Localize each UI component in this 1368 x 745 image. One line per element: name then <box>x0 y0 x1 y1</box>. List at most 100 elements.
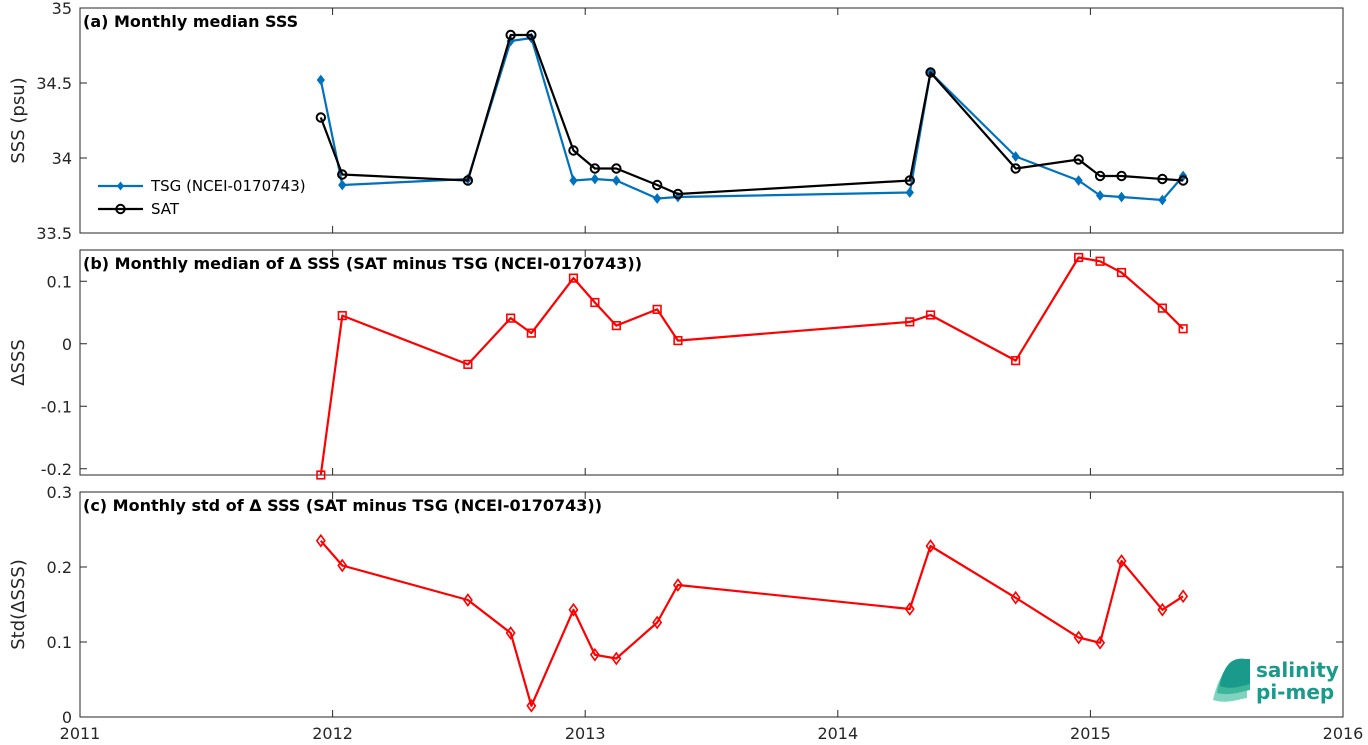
data-point <box>526 698 537 713</box>
data-point <box>611 321 621 331</box>
data-point <box>1073 630 1084 645</box>
data-point <box>1157 173 1168 185</box>
y-tick-label: 35 <box>52 0 72 18</box>
data-point <box>1116 170 1127 182</box>
data-point <box>337 558 348 573</box>
panel-title: (a) Monthly median SSS <box>83 12 298 31</box>
data-point <box>905 187 914 198</box>
data-point <box>612 175 621 186</box>
data-point <box>1010 590 1021 605</box>
data-point <box>1095 256 1105 266</box>
data-point <box>925 539 936 553</box>
data-point <box>1094 170 1106 182</box>
data-point <box>569 175 578 186</box>
data-point <box>568 273 579 283</box>
x-tick-label: 2014 <box>817 724 858 743</box>
data-point <box>589 647 600 662</box>
y-axis-label: Std(ΔSSS) <box>8 559 29 650</box>
legend-label-2: SAT <box>151 200 180 218</box>
data-point <box>315 112 327 123</box>
x-tick-label: 2011 <box>60 724 101 743</box>
data-point <box>526 29 537 41</box>
data-point <box>463 359 473 369</box>
x-tick-label: 2013 <box>565 724 606 743</box>
data-point <box>1095 635 1106 650</box>
data-point <box>1178 589 1189 604</box>
y-tick-label: 0 <box>62 335 72 354</box>
data-point <box>568 145 579 156</box>
data-point <box>611 651 622 666</box>
axes-frame <box>79 249 1344 476</box>
axes-frame <box>79 491 1344 718</box>
data-point <box>505 626 516 640</box>
y-tick-label: 34.5 <box>36 74 72 93</box>
legend-marker-1 <box>117 181 124 191</box>
data-point <box>316 74 325 86</box>
data-point <box>315 533 326 548</box>
panel-a: 33.5 34 34.5 35 SSS (psu) (a) Monthly median … <box>8 0 1344 243</box>
data-point <box>1074 175 1083 186</box>
data-point <box>590 173 600 185</box>
logo-line1: salinity <box>1256 658 1339 682</box>
y-tick-label: 33.5 <box>36 224 72 243</box>
data-point <box>316 470 326 480</box>
data-point <box>338 179 347 191</box>
y-tick-label: 0.3 <box>47 483 72 502</box>
data-point <box>652 615 663 630</box>
data-point <box>506 313 516 323</box>
y-tick-label: 0.1 <box>47 633 72 652</box>
legend-marker-2 <box>115 203 126 215</box>
salinity-pi-mep-logo: salinity pi-mep <box>1213 658 1339 704</box>
data-point <box>652 304 662 314</box>
panel-b: -0.2 -0.1 0 0.1 ΔSSS (b) Monthly median of Δ … <box>8 249 1344 480</box>
panel-title: (b) Monthly median of Δ SSS (SAT minus T… <box>83 254 642 273</box>
data-point <box>589 163 601 174</box>
data-point <box>1073 154 1084 165</box>
data-point <box>1010 163 1021 174</box>
data-point <box>1117 191 1126 203</box>
y-axis-label: SSS (psu) <box>8 77 29 163</box>
logo-line2: pi-mep <box>1256 680 1334 704</box>
panel-c: 0 0.1 0.2 0.3 2011 2012 2013 2014 2015 2016 Std(ΔS… <box>8 483 1363 743</box>
y-axis-label: ΔSSS <box>8 339 29 386</box>
data-point <box>673 336 683 346</box>
data-point <box>672 188 684 200</box>
x-tick-label: 2012 <box>312 724 353 743</box>
data-point <box>904 175 915 186</box>
data-point <box>462 593 473 607</box>
panels: 33.5 34 34.5 35 SSS (psu) (a) Monthly median … <box>8 0 1363 743</box>
data-point <box>653 193 662 204</box>
data-point <box>1116 267 1127 278</box>
data-point <box>905 317 915 327</box>
data-point <box>651 179 663 191</box>
y-tick-label: 34 <box>52 149 72 168</box>
y-tick-label: 0.1 <box>47 272 72 291</box>
data-point <box>904 602 915 616</box>
data-point <box>1116 554 1127 568</box>
data-point <box>568 602 579 617</box>
data-point <box>1011 356 1021 366</box>
x-tick-label: 2016 <box>1323 724 1364 743</box>
data-point <box>337 169 348 180</box>
data-point <box>1158 194 1167 206</box>
y-tick-label: 0.2 <box>47 558 72 577</box>
logo-mark-icon <box>1213 658 1250 702</box>
data-point <box>611 163 622 174</box>
data-point <box>1157 602 1168 617</box>
series-line-1 <box>319 540 1184 707</box>
data-point <box>672 578 683 592</box>
y-tick-label: -0.1 <box>41 397 72 416</box>
data-point <box>526 328 536 338</box>
data-point <box>462 175 474 186</box>
x-tick-label: 2015 <box>1070 724 1111 743</box>
panel-title: (c) Monthly std of Δ SSS (SAT minus TSG … <box>83 496 602 515</box>
data-point <box>925 67 936 78</box>
data-point <box>1095 190 1105 201</box>
legend-label-1: TSG (NCEI-0170743) <box>150 177 306 195</box>
y-tick-label: -0.2 <box>41 460 72 479</box>
data-point <box>925 310 936 320</box>
data-point <box>1178 324 1188 334</box>
data-point <box>1157 303 1167 313</box>
data-point <box>590 297 600 308</box>
